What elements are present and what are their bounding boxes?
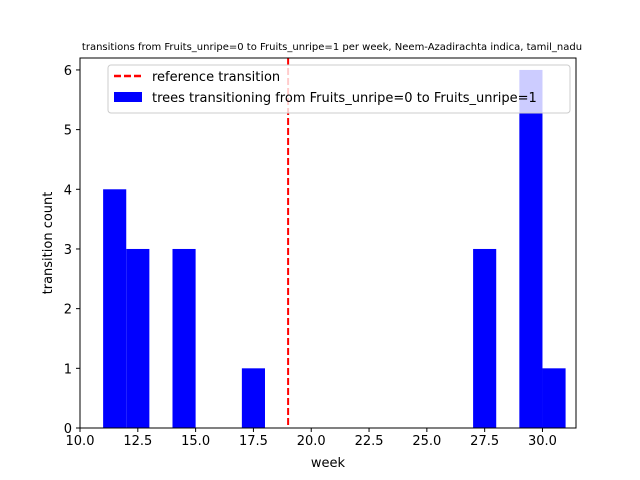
y-tick-label: 1 [64,362,72,377]
y-tick-label: 2 [64,303,72,318]
chart-title: transitions from Fruits_unripe=0 to Frui… [82,42,582,53]
x-tick-label: 15.0 [181,434,210,449]
x-tick-label: 10.0 [66,434,95,449]
x-tick-label: 12.5 [123,434,152,449]
x-tick-label: 25.0 [412,434,441,449]
bars-layer [103,69,566,428]
legend-bars-swatch [114,92,142,102]
plot-frame [79,57,577,429]
bar-week-30 [542,368,566,428]
y-tick-label: 3 [64,243,72,258]
x-axis-label: week [311,456,346,471]
bar-week-14 [172,248,196,428]
y-tick-label: 4 [64,183,72,198]
y-tick-label: 5 [64,124,72,139]
bar-week-12 [126,248,150,428]
x-tick-label: 17.5 [239,434,268,449]
x-tick-label: 27.5 [470,434,499,449]
x-tick-label: 22.5 [355,434,384,449]
x-tick-label: 30.0 [528,434,557,449]
bar-week-11 [103,189,127,428]
legend-bars-label: trees transitioning from Fruits_unripe=0… [152,91,537,106]
y-axis-ticks: 0 1 2 3 4 5 6 [64,64,80,437]
bar-week-17 [241,368,265,428]
bar-week-27 [473,248,497,428]
x-tick-label: 20.0 [297,434,326,449]
y-axis-label: transition count [41,192,56,295]
legend: reference transition trees transitioning… [107,64,571,114]
bar-week-29 [519,69,543,428]
legend-box [107,64,571,114]
y-tick-label: 6 [64,64,72,79]
legend-reference-label: reference transition [152,70,280,85]
y-tick-label: 0 [64,422,72,437]
x-axis-ticks: 10.0 12.5 15.0 17.5 20.0 22.5 25.0 27.5 30.0 [66,428,557,449]
